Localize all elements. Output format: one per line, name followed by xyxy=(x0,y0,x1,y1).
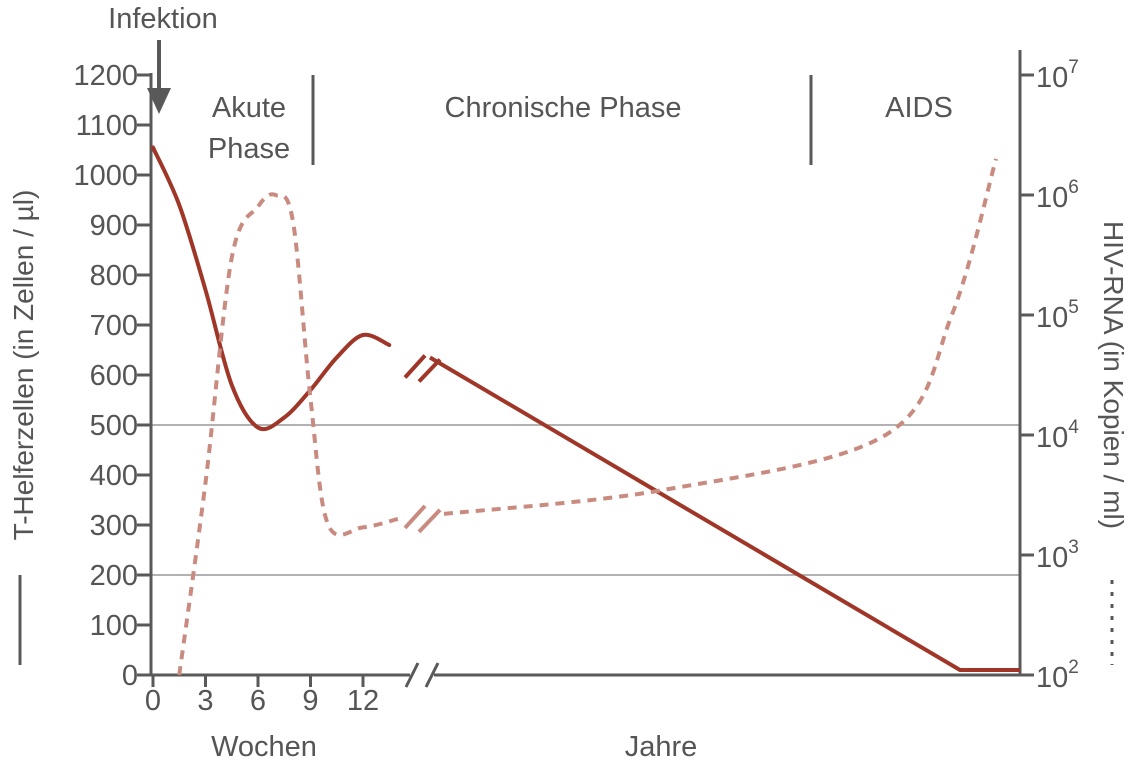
left-tick-label: 100 xyxy=(90,610,138,642)
x-tick-label: 0 xyxy=(145,685,161,717)
right-tick-label: 106 xyxy=(1036,177,1079,214)
y-left-axis-title: T-Helferzellen (in Zellen / µl) xyxy=(8,190,39,541)
t-helper-series-acute xyxy=(151,145,392,432)
infection-arrow-icon xyxy=(147,88,171,114)
t-helper-series-break xyxy=(403,354,442,383)
right-tick-label: 107 xyxy=(1036,57,1079,94)
infection-label: Infektion xyxy=(108,3,218,35)
x-tick-label: 9 xyxy=(302,685,318,717)
x-ticks: 0 3 6 9 12 xyxy=(145,675,379,717)
hiv-rna-series-acute xyxy=(177,192,399,676)
left-ticks: 0 100 200 300 400 500 600 700 800 900 1000 1100 1200 xyxy=(73,60,151,692)
left-tick-label: 200 xyxy=(90,560,138,592)
right-tick-label: 104 xyxy=(1036,417,1079,454)
left-tick-label: 400 xyxy=(90,460,138,492)
axis-break-mark-1 xyxy=(404,662,420,688)
left-tick-label: 300 xyxy=(90,510,138,542)
right-tick-label: 102 xyxy=(1036,657,1079,694)
phase-acute-line2: Phase xyxy=(208,133,290,165)
left-tick-label: 700 xyxy=(90,310,138,342)
hiv-rna-break-mark-2 xyxy=(417,508,442,534)
t-helper-break-mark-1 xyxy=(403,354,427,379)
t-helper-series-chronic xyxy=(428,355,1020,672)
left-tick-label: 1200 xyxy=(73,60,138,92)
axis-break-mark-2 xyxy=(424,662,440,688)
left-tick-label: 600 xyxy=(90,360,138,392)
left-tick-label: 900 xyxy=(90,210,138,242)
phase-chronic: Chronische Phase xyxy=(445,92,682,124)
right-ticks: 102 103 104 105 106 107 xyxy=(1020,57,1079,694)
x-tick-label: 6 xyxy=(250,685,266,717)
left-tick-label: 1000 xyxy=(73,160,138,192)
phase-aids: AIDS xyxy=(885,92,953,124)
left-tick-label: 800 xyxy=(90,260,138,292)
left-tick-label: 1100 xyxy=(76,110,138,142)
phase-acute-line1: Akute xyxy=(212,92,286,124)
left-tick-label: 0 xyxy=(122,660,138,692)
right-tick-label: 105 xyxy=(1036,297,1079,334)
hiv-rna-break-mark-1 xyxy=(403,504,427,530)
x-tick-label: 3 xyxy=(197,685,213,717)
hiv-rna-series-break xyxy=(403,504,442,534)
x-label-weeks: Wochen xyxy=(211,731,317,763)
x-axis-break xyxy=(404,662,440,688)
hiv-rna-series-chronic xyxy=(443,158,998,516)
x-tick-label: 12 xyxy=(347,685,379,717)
x-label-years: Jahre xyxy=(625,731,698,763)
left-tick-label: 500 xyxy=(90,410,138,442)
y-right-axis-title: HIV-RNA (in Kopien / ml) xyxy=(1098,221,1129,529)
t-helper-break-mark-2 xyxy=(417,358,442,383)
right-tick-label: 103 xyxy=(1036,537,1079,574)
